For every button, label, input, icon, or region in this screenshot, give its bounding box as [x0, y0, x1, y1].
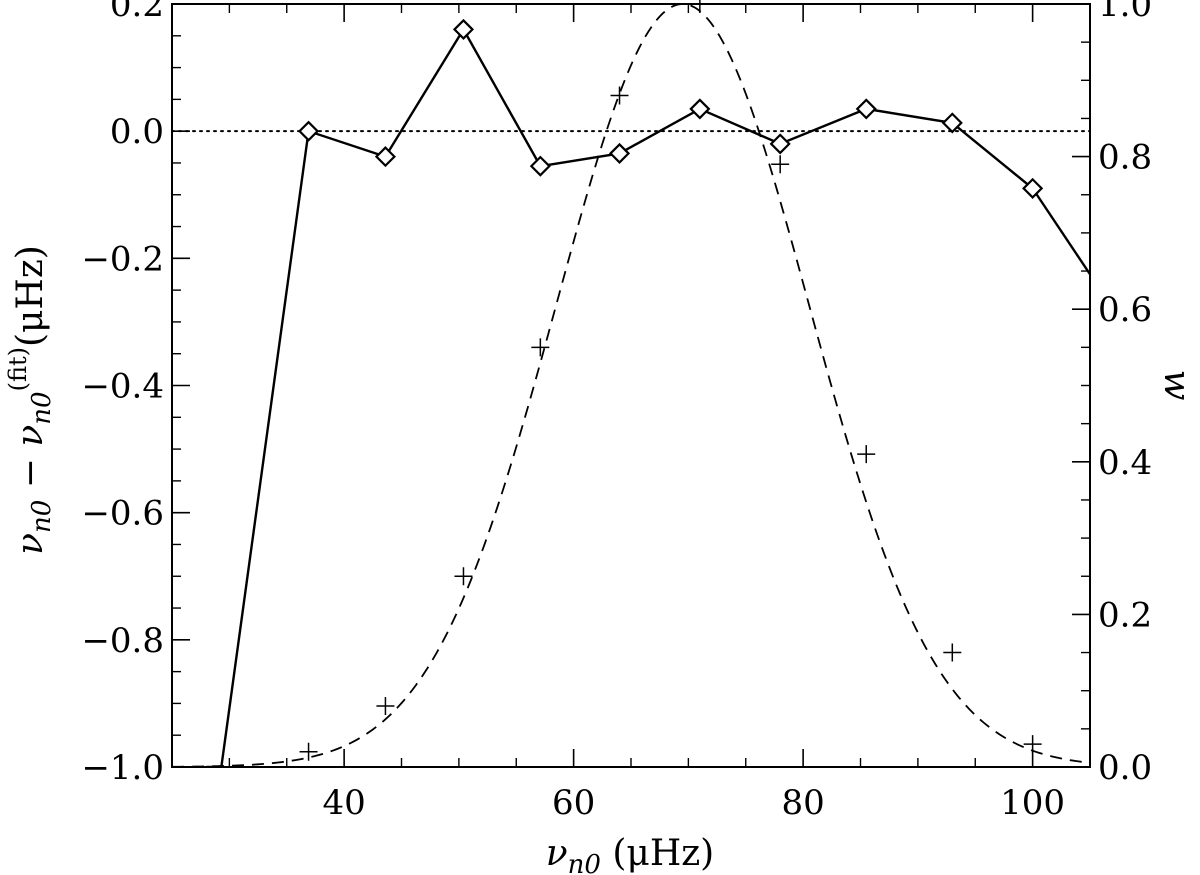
x-tick-label: 100 — [1000, 783, 1065, 823]
y2-tick-label: 0.0 — [1098, 748, 1152, 788]
y-axis-label-superscript-b: (fit) — [4, 347, 32, 391]
residual-diamond-marker — [297, 120, 320, 142]
residual-diamond-marker — [374, 146, 396, 168]
x-tick-label: 40 — [322, 783, 365, 823]
weight-plus-marker — [376, 696, 395, 715]
y-tick-label: 0.2 — [110, 0, 164, 25]
residual-diamond-marker — [855, 98, 877, 120]
y-axis-label-minus: − — [10, 447, 51, 500]
y-axis-label-symbol-b: ν — [10, 425, 51, 447]
residual-diamond-marker — [452, 18, 475, 40]
y-tick-label: −0.2 — [81, 239, 164, 279]
tick-labels: 40 60 80 100 −1.0 −0.8 −0.6 −0.4 −0.2 0.0 0.2 0.0 0.… — [81, 0, 1152, 823]
y2-tick-label: 1.0 — [1098, 0, 1152, 25]
weight-plus-marker — [771, 155, 790, 174]
x-axis-label-units: (μHz) — [601, 833, 714, 874]
weight-plus-marker — [857, 445, 876, 464]
weight-plus-marker — [531, 338, 550, 357]
x-axis-label-subscript: n0 — [568, 850, 601, 875]
y-axis-label-subscript-b: n0 — [27, 391, 57, 424]
weight-gaussian-curve — [172, 4, 1090, 767]
weight-plus-marker — [690, 0, 709, 13]
residual-line — [206, 27, 1090, 767]
y-axis-label-symbol-a: ν — [10, 533, 51, 555]
x-tick-label: 80 — [781, 783, 824, 823]
x-axis-label: νn0 (μHz) — [546, 833, 714, 875]
residual-diamond-marker — [1022, 177, 1044, 199]
y2-tick-label: 0.4 — [1098, 443, 1152, 483]
y-axis-label-subscript-a: n0 — [27, 500, 57, 533]
y2-tick-label: 0.6 — [1098, 290, 1152, 330]
y-tick-label: −0.8 — [81, 621, 164, 661]
y-axis-label-units: (μHz) — [10, 245, 51, 347]
y-tick-label: −1.0 — [81, 748, 164, 788]
weight-plus-marker — [610, 86, 629, 105]
y-axis-label: νn0 − νn0(fit)(μHz) — [4, 245, 57, 555]
residual-diamond-marker — [529, 155, 551, 177]
residual-diamond-marker — [769, 133, 791, 155]
weight-plus-marker — [943, 643, 962, 662]
y2-axis-label: w — [1156, 370, 1197, 401]
weight-plus-marker — [454, 567, 473, 586]
y-tick-label: −0.6 — [81, 494, 164, 534]
residual-diamond-marker — [689, 98, 711, 120]
y-tick-label: 0.0 — [110, 112, 164, 152]
y2-tick-label: 0.2 — [1098, 595, 1152, 635]
y2-tick-label: 0.8 — [1098, 138, 1152, 178]
markers — [297, 0, 1044, 761]
y-tick-label: −0.4 — [81, 367, 164, 407]
residual-diamond-marker — [941, 112, 963, 134]
x-tick-label: 60 — [552, 783, 595, 823]
residual-diamond-marker — [608, 142, 631, 164]
weight-plus-marker — [299, 742, 318, 761]
x-axis-label-symbol: ν — [546, 833, 568, 874]
weight-plus-marker — [1023, 735, 1042, 754]
